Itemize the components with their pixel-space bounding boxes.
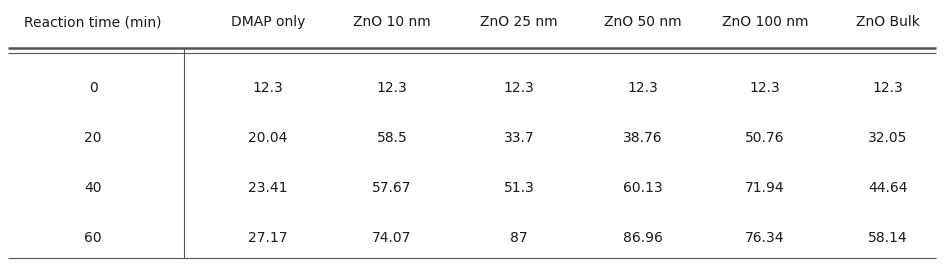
Text: 12.3: 12.3 <box>253 81 283 95</box>
Text: 23.41: 23.41 <box>248 181 288 195</box>
Text: 12.3: 12.3 <box>750 81 781 95</box>
Text: ZnO 25 nm: ZnO 25 nm <box>480 15 558 29</box>
Text: 20.04: 20.04 <box>248 131 288 145</box>
Text: 32.05: 32.05 <box>868 131 908 145</box>
Text: 76.34: 76.34 <box>745 231 784 245</box>
Text: 0: 0 <box>89 81 97 95</box>
Text: 86.96: 86.96 <box>623 231 663 245</box>
Text: Reaction time (min): Reaction time (min) <box>25 15 161 29</box>
Text: 50.76: 50.76 <box>745 131 784 145</box>
Text: 12.3: 12.3 <box>872 81 903 95</box>
Text: 27.17: 27.17 <box>248 231 288 245</box>
Text: 38.76: 38.76 <box>623 131 663 145</box>
Text: 51.3: 51.3 <box>504 181 534 195</box>
Text: 57.67: 57.67 <box>372 181 412 195</box>
Text: 40: 40 <box>84 181 102 195</box>
Text: 20: 20 <box>84 131 102 145</box>
Text: 33.7: 33.7 <box>504 131 534 145</box>
Text: 12.3: 12.3 <box>377 81 408 95</box>
Text: ZnO Bulk: ZnO Bulk <box>856 15 920 29</box>
Text: 44.64: 44.64 <box>868 181 908 195</box>
Text: 71.94: 71.94 <box>745 181 784 195</box>
Text: DMAP only: DMAP only <box>231 15 305 29</box>
Text: 87: 87 <box>510 231 528 245</box>
Text: ZnO 100 nm: ZnO 100 nm <box>722 15 808 29</box>
Text: 58.14: 58.14 <box>868 231 908 245</box>
Text: 60: 60 <box>84 231 102 245</box>
Text: 74.07: 74.07 <box>372 231 412 245</box>
Text: 58.5: 58.5 <box>377 131 408 145</box>
Text: 60.13: 60.13 <box>623 181 663 195</box>
Text: ZnO 50 nm: ZnO 50 nm <box>604 15 682 29</box>
Text: ZnO 10 nm: ZnO 10 nm <box>353 15 430 29</box>
Text: 12.3: 12.3 <box>628 81 658 95</box>
Text: 12.3: 12.3 <box>504 81 534 95</box>
